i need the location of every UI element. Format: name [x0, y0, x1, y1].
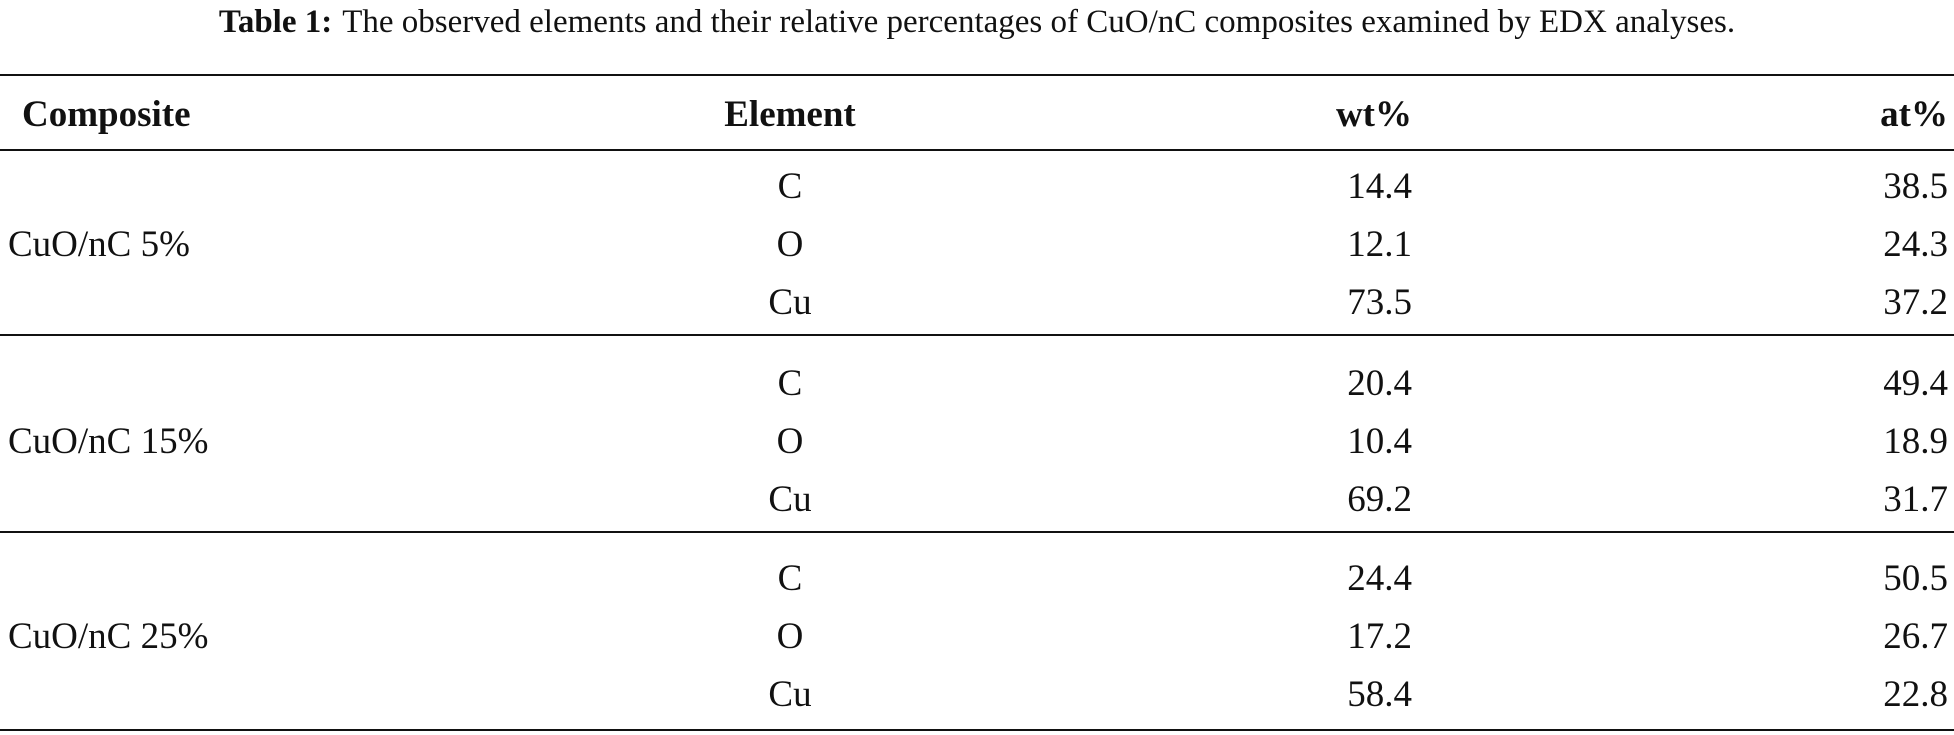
bottom-rule — [0, 729, 1954, 731]
column-header: Composite — [22, 94, 191, 135]
element-cell: O — [776, 616, 804, 657]
composite-cell: CuO/nC 5% — [8, 224, 190, 265]
element-cell: Cu — [768, 479, 812, 520]
element-cell: Cu — [768, 282, 812, 323]
wt-cell: 20.4 — [1347, 363, 1412, 404]
composite-cell: CuO/nC 25% — [8, 616, 209, 657]
at-cell: 38.5 — [1883, 166, 1948, 207]
group-rule — [0, 334, 1954, 336]
caption-text: The observed elements and their relative… — [342, 4, 1736, 40]
at-cell: 22.8 — [1883, 674, 1948, 715]
wt-cell: 12.1 — [1347, 224, 1412, 265]
wt-cell: 58.4 — [1347, 674, 1412, 715]
column-header: wt% — [1335, 94, 1412, 135]
wt-cell: 69.2 — [1347, 479, 1412, 520]
at-cell: 26.7 — [1883, 616, 1948, 657]
element-cell: Cu — [768, 674, 812, 715]
wt-cell: 14.4 — [1347, 166, 1412, 207]
column-header: at% — [1880, 94, 1948, 135]
at-cell: 49.4 — [1883, 363, 1948, 404]
wt-cell: 73.5 — [1347, 282, 1412, 323]
at-cell: 50.5 — [1883, 558, 1948, 599]
composite-cell: CuO/nC 15% — [8, 421, 209, 462]
column-header: Element — [724, 94, 856, 135]
wt-cell: 10.4 — [1347, 421, 1412, 462]
at-cell: 24.3 — [1883, 224, 1948, 265]
header-rule — [0, 149, 1954, 151]
wt-cell: 24.4 — [1347, 558, 1412, 599]
caption: Table 1: The observed elements and their … — [0, 0, 1954, 44]
at-cell: 31.7 — [1883, 479, 1948, 520]
element-cell: O — [776, 224, 804, 265]
element-cell: O — [776, 421, 804, 462]
caption-label: Table 1: — [218, 4, 333, 40]
at-cell: 18.9 — [1883, 421, 1948, 462]
at-cell: 37.2 — [1883, 282, 1948, 323]
group-rule — [0, 531, 1954, 533]
top-rule — [0, 74, 1954, 76]
element-cell: C — [777, 363, 803, 404]
element-cell: C — [777, 166, 803, 207]
element-cell: C — [777, 558, 803, 599]
wt-cell: 17.2 — [1347, 616, 1412, 657]
